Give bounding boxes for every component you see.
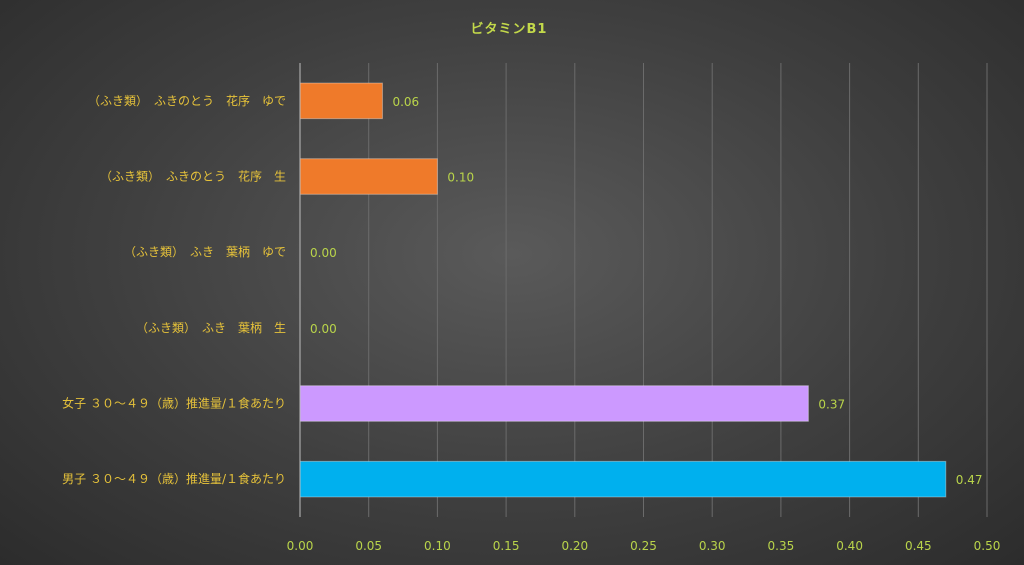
data-label: 0.00 — [310, 246, 337, 260]
x-tick-label: 0.35 — [768, 539, 795, 553]
gridlines — [368, 63, 988, 517]
x-tick-label: 0.50 — [974, 539, 1001, 553]
x-tick-label: 0.30 — [699, 539, 726, 553]
value-axis-ticks: 0.00 0.05 0.10 0.15 0.20 0.25 0.30 0.35 0.40 0.45… — [287, 539, 1001, 553]
x-tick-label: 0.00 — [287, 539, 314, 553]
x-tick-label: 0.10 — [424, 539, 451, 553]
data-label: 0.06 — [392, 95, 419, 109]
x-tick-label: 0.05 — [355, 539, 382, 553]
category-label: 男子 ３０～４９（歳）推進量/１食あたり — [62, 471, 286, 486]
bar — [299, 385, 809, 422]
category-label: 女子 ３０～４９（歳）推進量/１食あたり — [62, 396, 286, 411]
bar — [299, 158, 438, 195]
bar — [299, 82, 383, 120]
data-labels: 0.06 0.10 0.00 0.00 0.37 0.47 — [310, 95, 982, 487]
category-label: （ふき類） ふきのとう 花序 生 — [100, 169, 286, 184]
category-label: （ふき類） ふき 葉柄 生 — [136, 321, 286, 335]
bar — [299, 460, 947, 498]
x-tick-label: 0.40 — [836, 539, 863, 553]
category-label: （ふき類） ふき 葉柄 ゆで — [124, 245, 286, 259]
x-tick-label: 0.15 — [493, 539, 520, 553]
category-label: （ふき類） ふきのとう 花序 ゆで — [88, 93, 286, 108]
x-tick-label: 0.25 — [630, 539, 657, 553]
data-label: 0.47 — [956, 473, 983, 487]
data-label: 0.10 — [447, 171, 474, 185]
x-tick-label: 0.45 — [905, 539, 932, 553]
data-label: 0.00 — [310, 322, 337, 336]
bars — [299, 82, 947, 498]
data-label: 0.37 — [818, 398, 845, 412]
x-tick-label: 0.20 — [561, 539, 588, 553]
category-labels: （ふき類） ふきのとう 花序 ゆで （ふき類） ふきのとう 花序 生 （ふき類） ふ… — [62, 93, 286, 486]
chart-title: ビタミンB1 — [471, 21, 548, 37]
